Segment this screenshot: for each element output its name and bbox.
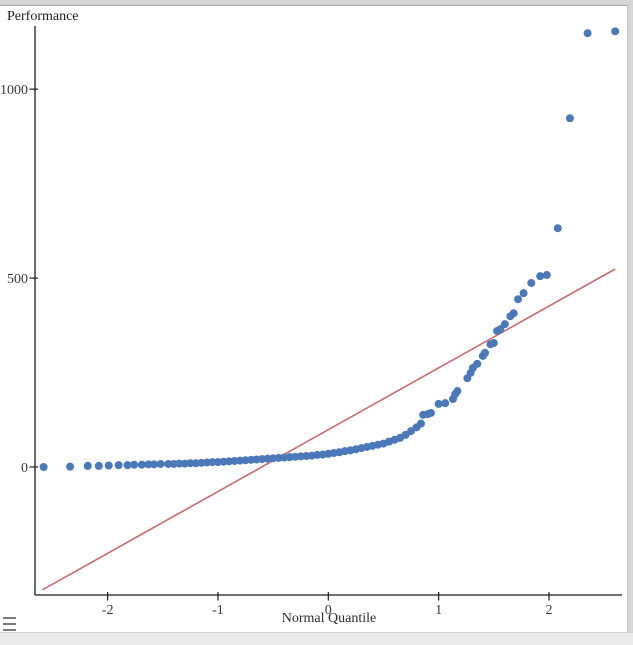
data-point[interactable] [130,460,139,469]
data-point[interactable] [480,348,489,357]
hamburger-bar [3,617,16,619]
normal-reference-line [42,268,616,591]
data-point[interactable] [441,399,450,408]
y-axis-title: Performance [7,9,79,24]
data-point[interactable] [175,459,184,468]
scatter-points [39,27,620,471]
x-tick-label: 2 [545,603,552,618]
data-point[interactable] [527,278,536,287]
data-point[interactable] [536,272,545,281]
x-axis-title: Normal Quantile [282,611,376,626]
hamburger-bar [3,629,16,631]
qq-plot-canvas: Performance 0 500 1000 -2 -1 0 1 2 Normal Quant… [0,9,622,626]
data-point[interactable] [104,461,113,470]
data-point[interactable] [144,460,153,469]
x-tick-label: 1 [435,603,442,618]
data-point[interactable] [156,459,165,468]
axes: 0 500 1000 -2 -1 0 1 2 [0,26,622,618]
x-tick-label: -1 [212,603,224,618]
data-point[interactable] [553,224,562,233]
data-point[interactable] [137,460,146,469]
data-point[interactable] [611,27,620,36]
x-tick-label: 0 [325,603,332,618]
x-tick-label: -2 [102,603,114,618]
y-tick-label: 1000 [0,83,28,98]
data-point[interactable] [83,461,92,470]
data-point[interactable] [542,271,551,280]
data-point[interactable] [514,295,523,304]
data-point[interactable] [489,339,498,348]
data-point[interactable] [453,387,462,396]
normal-reference-line-segment [42,268,616,591]
data-point[interactable] [186,459,195,468]
status-bar [0,632,633,645]
data-point[interactable] [426,408,435,417]
data-point[interactable] [114,461,123,470]
data-point[interactable] [434,399,443,408]
data-point[interactable] [416,419,425,428]
hamburger-bar [3,623,16,625]
data-point[interactable] [149,460,158,469]
data-point[interactable] [509,309,518,318]
data-point[interactable] [565,114,574,123]
y-tick-label: 500 [7,272,28,287]
data-point[interactable] [66,462,75,471]
data-point[interactable] [473,359,482,368]
data-point[interactable] [164,459,173,468]
data-point[interactable] [123,461,132,470]
data-point[interactable] [39,463,48,471]
data-point[interactable] [208,458,217,467]
hamburger-menu-icon[interactable] [3,616,18,632]
data-point[interactable] [519,289,528,298]
y-tick-label: 0 [21,461,28,476]
data-point[interactable] [583,29,592,38]
data-point[interactable] [500,320,509,329]
data-point[interactable] [94,461,103,470]
chart-panel: Performance 0 500 1000 -2 -1 0 1 2 Normal Quant… [0,5,628,632]
